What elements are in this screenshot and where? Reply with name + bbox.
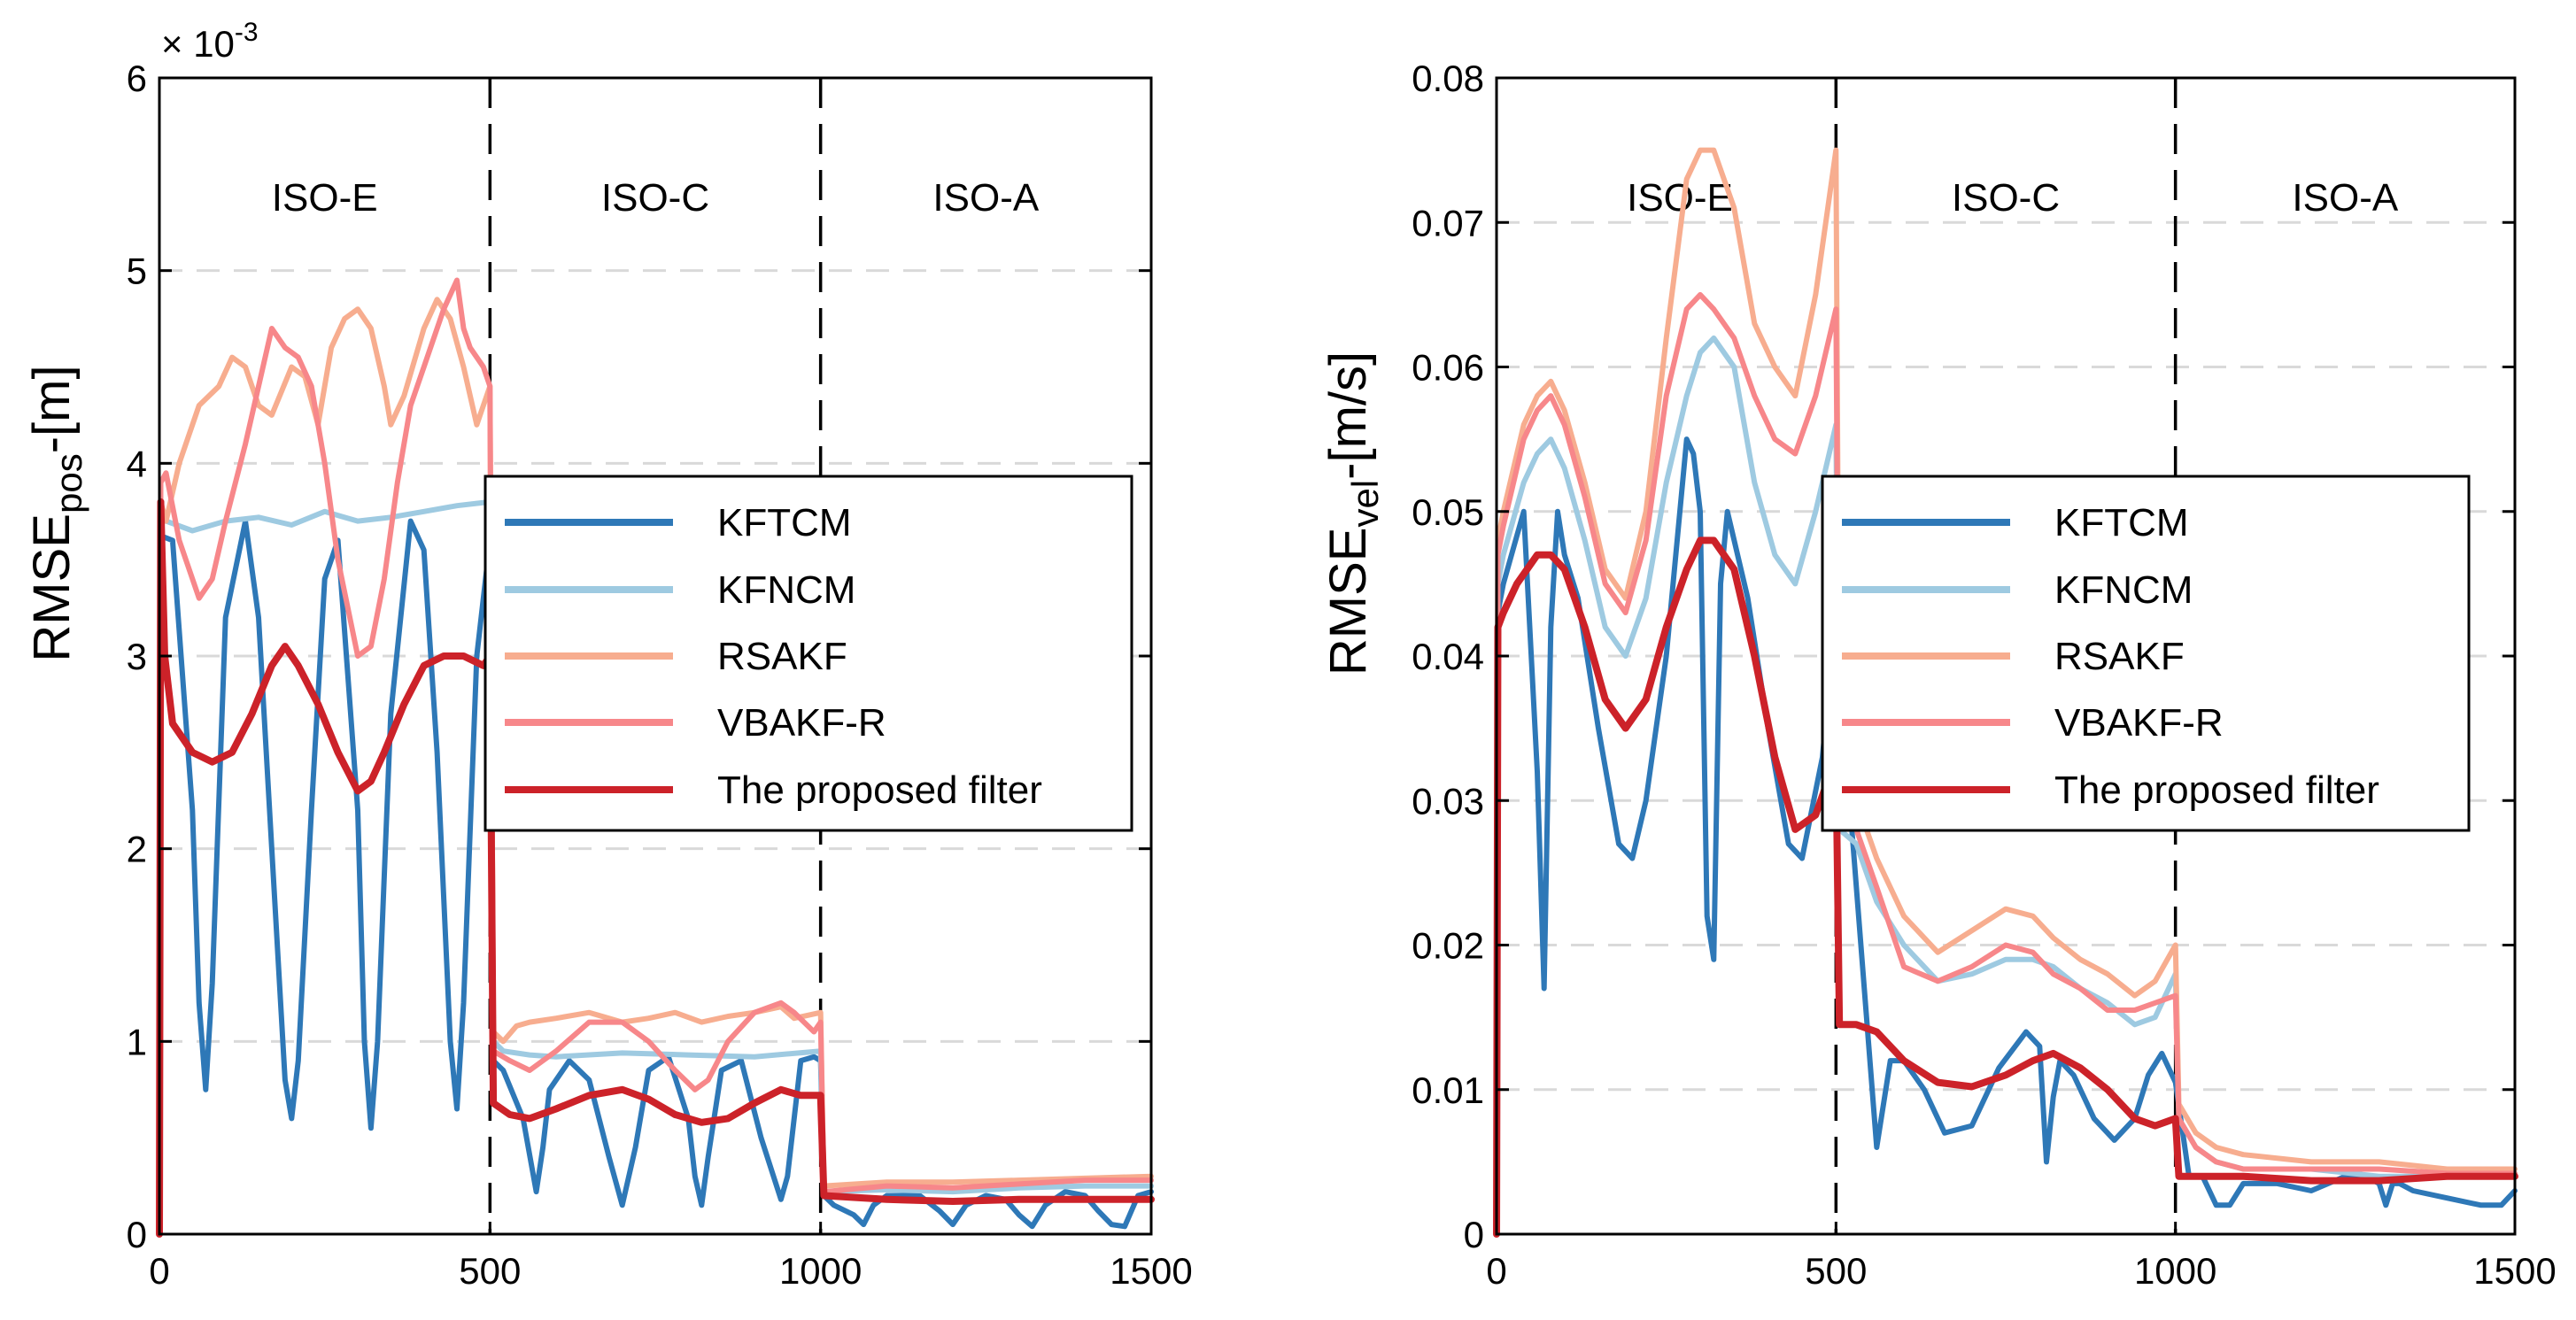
y-axis-label: RMSEpos-[m] <box>23 365 89 661</box>
x-tick-label: 1500 <box>2473 1250 2556 1292</box>
chart-velocity-rmse: ISO-E ISO-C ISO-A 0 500 1000 1500 0 0.01… <box>1319 58 2557 1292</box>
x-tick-label: 1000 <box>779 1250 862 1292</box>
x-tick-label: 0 <box>1486 1250 1506 1292</box>
x-tick-label: 0 <box>149 1250 169 1292</box>
y-tick-label: 3 <box>127 636 147 677</box>
legend-entry-rsakf: RSAKF <box>505 635 847 678</box>
y-tick-label: 0.04 <box>1412 636 1484 677</box>
legend-label-proposed-filter: The proposed filter <box>717 768 1042 812</box>
region-label-iso-e: ISO-E <box>272 176 378 220</box>
region-label-iso-c: ISO-C <box>601 176 709 220</box>
region-label-iso-a: ISO-A <box>2292 176 2398 220</box>
legend-label-rsakf: RSAKF <box>717 635 847 678</box>
series-line-kftcm <box>1494 436 2518 1237</box>
y-axis-label: RMSEvel-[m/s] <box>1319 351 1386 675</box>
legend-label-proposed-filter: The proposed filter <box>2054 768 2379 812</box>
y-axis-label-sub: pos <box>48 453 89 513</box>
y-tick-label: 6 <box>127 58 147 99</box>
y-exponent-power: -3 <box>235 18 259 47</box>
y-exponent-label: × 10-3 <box>161 18 259 65</box>
axis-ticks <box>1495 76 2517 1236</box>
legend-label-vbakf-r: VBAKF-R <box>2054 701 2224 745</box>
legend: KFTCM KFNCM RSAKF VBAKF-R The proposed f… <box>483 475 1133 832</box>
region-labels: ISO-E ISO-C ISO-A <box>1627 176 2399 220</box>
series-line-rsakf <box>157 297 1154 1237</box>
y-axis-label-main: RMSE <box>1319 528 1377 676</box>
y-tick-labels: 0 0.01 0.02 0.03 0.04 0.05 0.06 0.07 0.0… <box>1412 58 1484 1255</box>
y-tick-label: 5 <box>127 251 147 292</box>
y-axis-label-main: RMSE <box>23 513 81 662</box>
legend-label-kftcm: KFTCM <box>2054 501 2189 544</box>
y-exponent-base: × 10 <box>161 23 235 65</box>
y-axis-label-unit: -[m/s] <box>1319 351 1377 480</box>
series-line-kftcm <box>157 518 1154 1237</box>
x-tick-labels: 0 500 1000 1500 <box>1486 1250 2556 1292</box>
series-line-vbakf-r <box>157 277 1154 1237</box>
y-tick-label: 0 <box>127 1214 147 1255</box>
legend-entry-kfncm: KFNCM <box>1842 568 2193 612</box>
y-tick-label: 0.05 <box>1412 491 1484 533</box>
y-tick-label: 2 <box>127 829 147 870</box>
legend-entry-rsakf: RSAKF <box>1842 635 2185 678</box>
y-axis-label-sub: vel <box>1344 480 1386 528</box>
legend: KFTCM KFNCM RSAKF VBAKF-R The proposed f… <box>1821 475 2471 832</box>
region-label-iso-c: ISO-C <box>1952 176 2060 220</box>
y-tick-labels: 0 1 2 3 4 5 6 <box>127 58 147 1255</box>
y-axis-label-unit: -[m] <box>23 365 81 453</box>
legend-entry-kftcm: KFTCM <box>505 501 852 544</box>
x-tick-label: 1500 <box>1110 1250 1192 1292</box>
x-tick-label: 1000 <box>2134 1250 2216 1292</box>
legend-label-rsakf: RSAKF <box>2054 635 2185 678</box>
y-tick-label: 1 <box>127 1021 147 1062</box>
legend-entry-proposed-filter: The proposed filter <box>505 768 1042 812</box>
y-tick-label: 0.01 <box>1412 1069 1484 1111</box>
y-tick-label: 0.08 <box>1412 58 1484 99</box>
legend-label-kfncm: KFNCM <box>2054 568 2193 612</box>
y-tick-label: 0.06 <box>1412 347 1484 389</box>
x-tick-label: 500 <box>459 1250 521 1292</box>
y-tick-label: 0 <box>1464 1214 1484 1255</box>
legend-label-kftcm: KFTCM <box>717 501 852 544</box>
legend-entry-vbakf-r: VBAKF-R <box>1842 701 2224 745</box>
region-label-iso-a: ISO-A <box>932 176 1039 220</box>
legend-label-kfncm: KFNCM <box>717 568 855 612</box>
chart-position-rmse: ISO-E ISO-C ISO-A 0 500 1000 1500 0 1 2 … <box>23 18 1193 1292</box>
legend-box <box>483 475 1133 832</box>
x-tick-label: 500 <box>1805 1250 1867 1292</box>
x-tick-labels: 0 500 1000 1500 <box>149 1250 1192 1292</box>
y-tick-label: 0.02 <box>1412 925 1484 967</box>
legend-entry-proposed-filter: The proposed filter <box>1842 768 2379 812</box>
axis-ticks <box>158 76 1153 1236</box>
legend-entry-vbakf-r: VBAKF-R <box>505 701 886 745</box>
legend-entry-kftcm: KFTCM <box>1842 501 2189 544</box>
y-tick-label: 0.03 <box>1412 780 1484 822</box>
y-tick-label: 4 <box>127 443 147 484</box>
legend-entry-kfncm: KFNCM <box>505 568 855 612</box>
y-tick-label: 0.07 <box>1412 202 1484 243</box>
legend-label-vbakf-r: VBAKF-R <box>717 701 886 745</box>
region-labels: ISO-E ISO-C ISO-A <box>272 176 1040 220</box>
